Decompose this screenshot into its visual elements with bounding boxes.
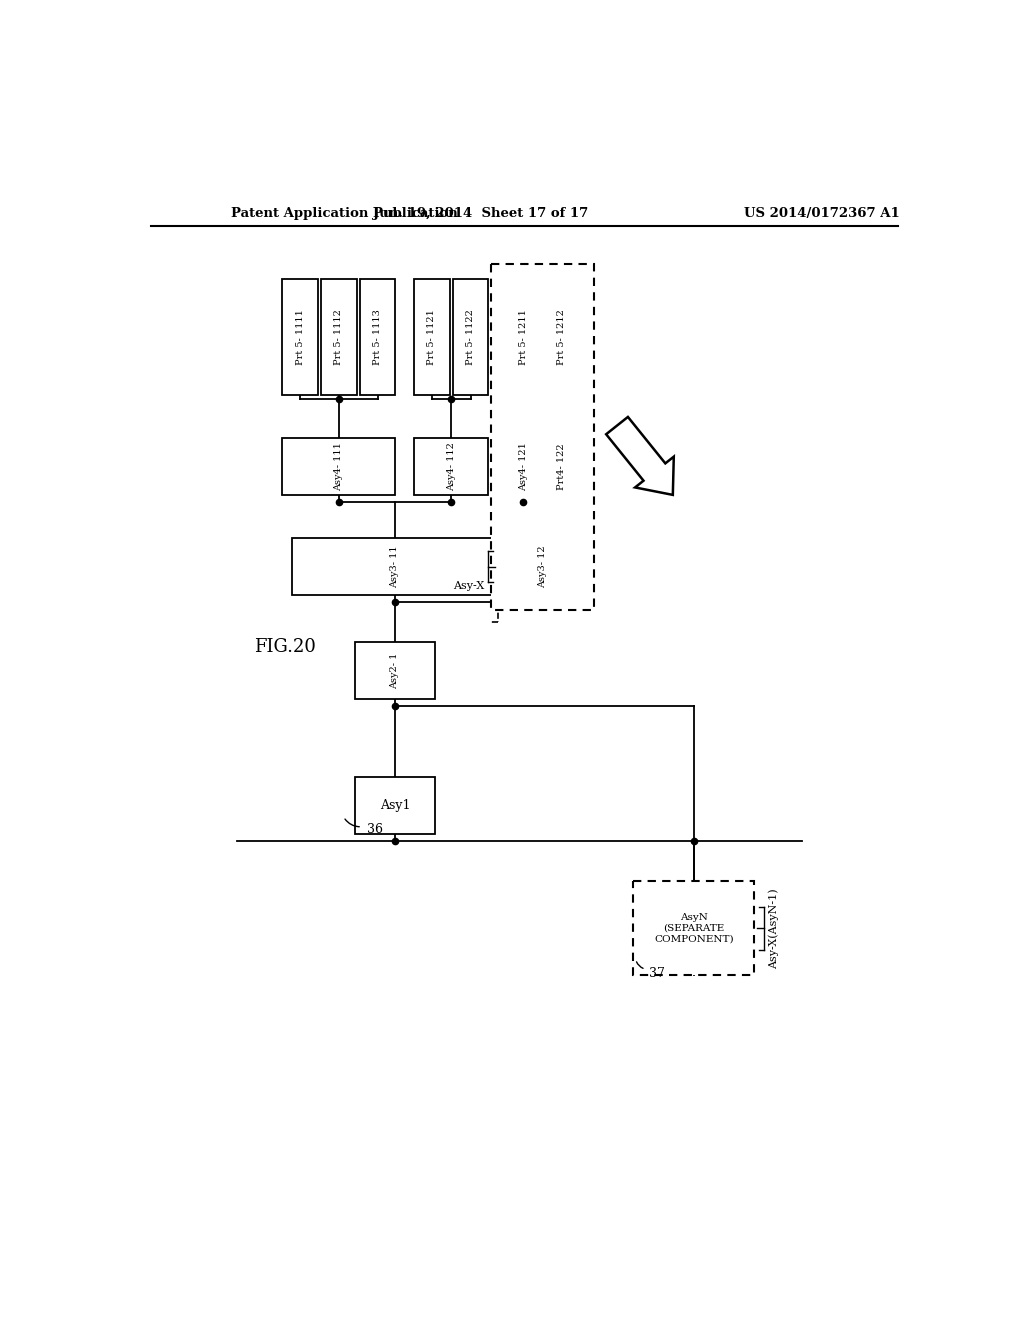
Text: Prt 5- 1212: Prt 5- 1212 xyxy=(557,309,566,364)
Text: Prt 5- 1121: Prt 5- 1121 xyxy=(427,309,436,364)
Bar xyxy=(321,280,356,395)
Text: Jun. 19, 2014  Sheet 17 of 17: Jun. 19, 2014 Sheet 17 of 17 xyxy=(373,207,588,220)
Bar xyxy=(504,539,582,595)
Text: 37: 37 xyxy=(649,966,665,979)
Text: FIG.20: FIG.20 xyxy=(254,639,316,656)
Text: Asy4- 111: Asy4- 111 xyxy=(334,442,343,491)
Bar xyxy=(292,539,498,595)
Bar xyxy=(543,438,582,495)
Bar xyxy=(453,280,488,395)
Text: Asy4- 112: Asy4- 112 xyxy=(446,442,456,491)
Text: 36: 36 xyxy=(367,824,383,837)
Bar xyxy=(544,280,580,395)
Bar xyxy=(283,438,395,495)
Text: US 2014/0172367 A1: US 2014/0172367 A1 xyxy=(744,207,900,220)
Bar xyxy=(283,280,317,395)
Text: Prt 5- 1112: Prt 5- 1112 xyxy=(334,309,343,364)
Bar xyxy=(355,642,434,700)
Bar xyxy=(355,776,434,834)
Bar xyxy=(414,438,488,495)
Text: Prt 5- 1111: Prt 5- 1111 xyxy=(296,309,304,364)
Text: Asy2- 1: Asy2- 1 xyxy=(390,652,399,689)
Text: Prt 5- 1122: Prt 5- 1122 xyxy=(466,309,475,364)
Bar xyxy=(359,280,395,395)
Bar xyxy=(414,280,450,395)
Text: Prt4- 122: Prt4- 122 xyxy=(557,444,566,490)
Text: AsyN
(SEPARATE
COMPONENT): AsyN (SEPARATE COMPONENT) xyxy=(654,913,733,944)
Text: Asy3- 11: Asy3- 11 xyxy=(390,545,399,587)
Bar xyxy=(652,894,735,964)
Bar xyxy=(492,264,594,610)
Text: Asy4- 121: Asy4- 121 xyxy=(519,442,527,491)
Text: Asy1: Asy1 xyxy=(380,799,411,812)
Text: Asy-X(AsyN-1): Asy-X(AsyN-1) xyxy=(768,888,778,969)
Polygon shape xyxy=(606,417,674,495)
Text: Asy3- 12: Asy3- 12 xyxy=(539,545,547,587)
Text: Prt 5- 1211: Prt 5- 1211 xyxy=(519,309,527,364)
Bar xyxy=(633,882,755,975)
Text: Prt 5- 1113: Prt 5- 1113 xyxy=(373,309,382,364)
Text: Asy-X: Asy-X xyxy=(454,581,484,591)
Bar xyxy=(504,438,543,495)
Text: Patent Application Publication: Patent Application Publication xyxy=(231,207,458,220)
Bar xyxy=(506,280,541,395)
